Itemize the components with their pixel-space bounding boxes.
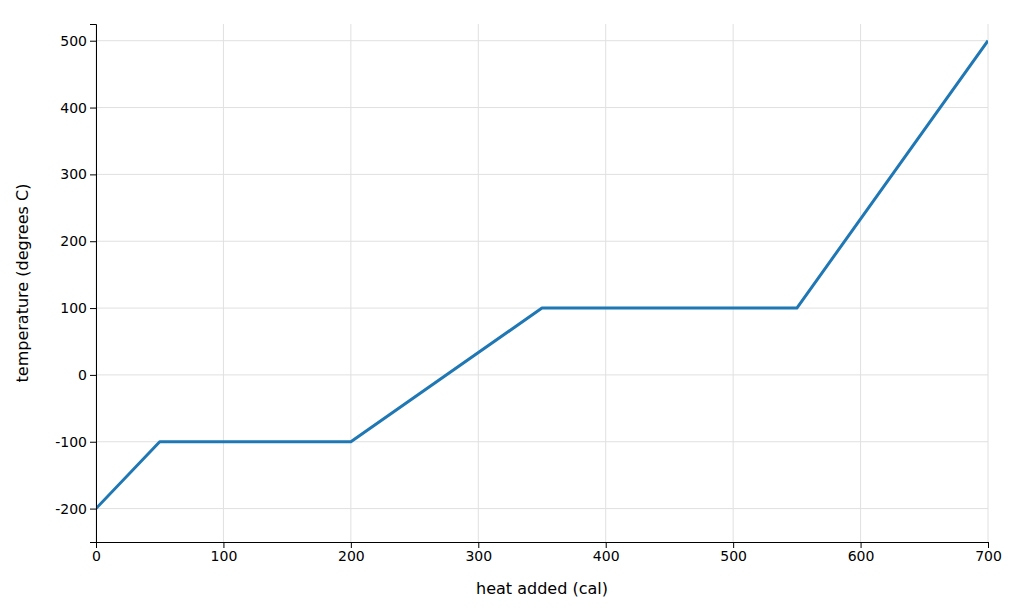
y-tick: -200 bbox=[55, 501, 96, 517]
grid-line bbox=[96, 241, 988, 242]
x-tick: 100 bbox=[211, 542, 238, 564]
y-tick-label: 400 bbox=[60, 100, 87, 116]
y-tick-label: 100 bbox=[60, 300, 87, 316]
grid-line bbox=[860, 24, 861, 542]
x-tick: 0 bbox=[92, 542, 101, 564]
y-tick: -100 bbox=[55, 434, 96, 450]
x-tick-label: 600 bbox=[848, 548, 875, 564]
x-tick: 600 bbox=[848, 542, 875, 564]
y-tick-mark bbox=[90, 41, 96, 42]
y-tick: 500 bbox=[60, 33, 96, 49]
y-tick-mark bbox=[90, 375, 96, 376]
x-tick-label: 700 bbox=[975, 548, 1002, 564]
y-tick-mark bbox=[90, 442, 96, 443]
y-tick: 400 bbox=[60, 100, 96, 116]
x-tick-label: 500 bbox=[720, 548, 747, 564]
grid-line bbox=[96, 174, 988, 175]
y-tick-mark bbox=[90, 174, 96, 175]
data-line bbox=[96, 41, 988, 509]
y-tick: 0 bbox=[78, 367, 96, 383]
x-tick-label: 200 bbox=[338, 548, 365, 564]
x-axis: 0 100 200 300 400 500 600 700 bbox=[92, 542, 1002, 564]
y-axis-title: temperature (degrees C) bbox=[13, 184, 32, 383]
y-tick-label: -200 bbox=[55, 501, 87, 517]
y-tick-label: -100 bbox=[55, 434, 87, 450]
y-tick-label: 500 bbox=[60, 33, 87, 49]
x-axis-title: heat added (cal) bbox=[476, 579, 608, 598]
y-tick: 200 bbox=[60, 233, 96, 249]
x-tick-label: 0 bbox=[92, 548, 101, 564]
y-tick-mark bbox=[90, 241, 96, 242]
grid-line bbox=[605, 24, 606, 542]
grid bbox=[96, 24, 988, 542]
x-tick: 300 bbox=[465, 542, 492, 564]
y-axis-line bbox=[90, 25, 97, 543]
grid-line bbox=[96, 374, 988, 375]
x-tick: 400 bbox=[593, 542, 620, 564]
y-tick-mark bbox=[90, 308, 96, 309]
x-tick: 200 bbox=[338, 542, 365, 564]
grid-line bbox=[96, 508, 988, 509]
chart: 0 100 200 300 400 500 600 700 -200 -100 0 100 200 300… bbox=[0, 0, 1024, 614]
grid-line bbox=[96, 40, 988, 41]
marks bbox=[96, 41, 988, 509]
grid-line bbox=[350, 24, 351, 542]
y-tick-label: 300 bbox=[60, 166, 87, 182]
x-tick: 500 bbox=[720, 542, 747, 564]
x-tick-label: 400 bbox=[593, 548, 620, 564]
y-tick: 100 bbox=[60, 300, 96, 316]
y-tick-mark bbox=[90, 108, 96, 109]
x-tick-label: 100 bbox=[211, 548, 238, 564]
grid-line bbox=[223, 24, 224, 542]
grid-line bbox=[96, 107, 988, 108]
x-tick-label: 300 bbox=[465, 548, 492, 564]
grid-line bbox=[478, 24, 479, 542]
grid-line bbox=[988, 24, 989, 542]
y-tick-label: 200 bbox=[60, 233, 87, 249]
y-tick-label: 0 bbox=[78, 367, 87, 383]
grid-line bbox=[733, 24, 734, 542]
plot-area: 0 100 200 300 400 500 600 700 -200 -100 0 100 200 300… bbox=[55, 24, 1002, 564]
x-tick: 700 bbox=[975, 542, 1002, 564]
y-tick-mark bbox=[90, 509, 96, 510]
y-tick: 300 bbox=[60, 166, 96, 182]
y-axis: -200 -100 0 100 200 300 400 500 bbox=[55, 25, 96, 543]
